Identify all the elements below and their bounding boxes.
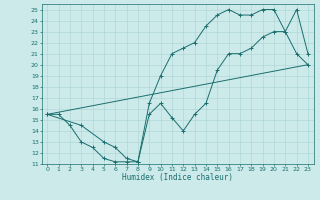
X-axis label: Humidex (Indice chaleur): Humidex (Indice chaleur) xyxy=(122,173,233,182)
